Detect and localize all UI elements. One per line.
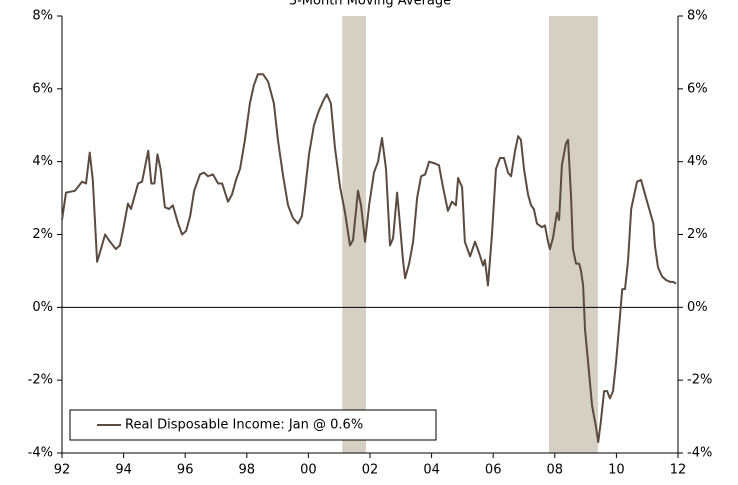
legend-label: Real Disposable Income: Jan @ 0.6% [125,418,363,433]
x-tick-label: 04 [423,463,440,478]
y-tick-label: 4% [32,154,53,169]
y2-tick-label: -4% [687,446,712,461]
chart-subtitle: 3-Month Moving Average [289,0,451,9]
x-tick-label: 00 [300,463,317,478]
y-tick-label: 2% [32,227,53,242]
y2-tick-label: 0% [687,300,708,315]
x-tick-label: 96 [177,463,194,478]
y-tick-label: 6% [32,81,53,96]
x-tick-label: 12 [670,463,687,478]
x-tick-label: 98 [239,463,256,478]
x-tick-label: 92 [54,463,71,478]
y-tick-label: 8% [32,9,53,24]
x-tick-label: 10 [608,463,625,478]
x-tick-label: 06 [485,463,502,478]
x-tick-label: 94 [115,463,132,478]
y-tick-label: -4% [28,446,53,461]
y2-tick-label: 8% [687,9,708,24]
legend-box [69,409,437,441]
y2-tick-label: 6% [687,81,708,96]
y2-tick-label: -2% [687,373,712,388]
y-tick-label: -2% [28,373,53,388]
x-tick-label: 02 [362,463,379,478]
y-tick-label: 0% [32,300,53,315]
x-tick-label: 08 [547,463,564,478]
y2-tick-label: 2% [687,227,708,242]
series-line [61,73,677,444]
y2-tick-label: 4% [687,154,708,169]
